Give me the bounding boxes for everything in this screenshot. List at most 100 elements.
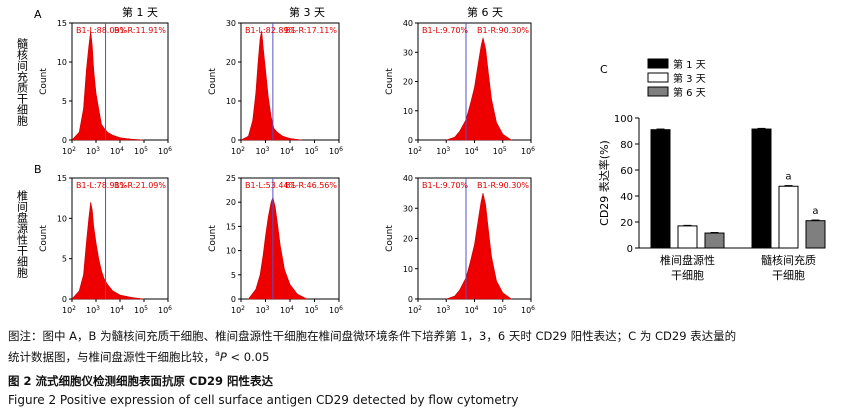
x-tick-label: 104 [464,305,478,315]
bar [650,129,671,249]
legend-swatch [647,72,669,83]
x-tick-label: 104 [110,305,124,315]
y-tick-label: 0 [408,136,413,145]
y-axis-label: Count [208,68,218,95]
x-tick-label: 102 [408,146,422,156]
x-tick-label: 103 [255,305,269,315]
x-tick-exponent: 3 [96,146,100,153]
x-tick-exponent: 3 [446,305,450,312]
gate-label-left: B1-L:9.70% [422,26,468,35]
x-tick-exponent: 2 [72,305,76,312]
figure-note: 图注：图中 A，B 为髓核间充质干细胞、椎间盘源性干细胞在椎间盘微环境条件下培养… [8,328,838,366]
legend-swatch [647,86,669,97]
x-tick-exponent: 5 [503,146,507,153]
x-tick-exponent: 2 [241,305,245,312]
y-tick-label: 0 [62,136,67,145]
bar [704,232,725,249]
panel-label-b: B [34,163,42,176]
legend-label: 第 3 天 [673,72,706,85]
histogram-panel: B1-L:78.91%B1-R:21.09% 0 5 10 15 102 103 104 105… [39,174,172,315]
y-axis-label: CD29 表达率(%) [597,140,611,226]
bar-chart-c: 0 20 40 60 80 100 CD29 表达率(%) a a 椎间盘源性干细胞 髓核间充质干细… [597,58,826,282]
gate-label-left: B1-L:78.91% [76,181,128,190]
x-tick-exponent: 4 [290,305,294,312]
x-tick-label: 104 [464,146,478,156]
x-tick-label: 102 [62,146,76,156]
figure-title-cn: 图 2 流式细胞仪检测细胞表面抗原 CD29 阳性表达 [8,374,274,388]
x-tick-exponent: 5 [144,305,148,312]
histogram-fill [247,196,308,300]
y-tick-label: 20 [403,235,413,244]
y-tick-label: 10 [57,214,67,223]
figure-note-line1: 图注：图中 A，B 为髓核间充质干细胞、椎间盘源性干细胞在椎间盘微环境条件下培养… [8,329,737,343]
figure-title-en: Figure 2 Positive expression of cell sur… [8,393,519,407]
y-tick-label: 5 [231,271,236,280]
bar [805,220,826,249]
x-tick-exponent: 6 [531,305,535,312]
y-axis-label: Count [385,225,395,252]
bar [751,128,772,249]
gate-label-left: B1-L:88.09% [76,26,128,35]
x-tick-label: 106 [521,146,535,156]
x-tick-exponent: 4 [290,146,294,153]
x-tick-exponent: 3 [96,305,100,312]
x-tick-label: 102 [62,305,76,315]
histogram-panel: B1-L:82.89%B1-R:17.11% 0 10 20 30 102 103 104 10… [208,19,343,156]
y-tick-label: 0 [408,295,413,304]
category-label: 髓核间充质 [761,253,816,267]
x-tick-exponent: 4 [120,146,124,153]
y-tick-label: 25 [226,174,236,183]
x-tick-label: 104 [110,146,124,156]
x-tick-exponent: 6 [339,146,343,153]
row-label-nucleus-pulposus-msc: 髓核间充质干细胞 [16,38,29,127]
y-tick-label: 20 [226,58,236,67]
histogram-fill [446,193,513,300]
category-label: 椎间盘源性 [660,253,715,267]
y-tick-label: 15 [57,174,67,183]
panel-label-c: C [600,63,608,76]
x-tick-label: 105 [304,305,318,315]
x-tick-label: 102 [231,305,245,315]
y-tick-label: 80 [620,140,633,151]
figure-note-line2: 统计数据图，与椎间盘源性干细胞比较，aP < 0.05 [8,345,838,366]
y-tick-label: 60 [620,166,633,177]
gate-label-left: B1-L:53.44% [245,181,297,190]
histogram-panel: B1-L:9.70% B1-R:90.30% 0 10 20 30 40 102 103 104 1… [385,19,535,156]
x-tick-exponent: 5 [144,146,148,153]
y-tick-label: 30 [403,204,413,213]
x-tick-label: 106 [521,305,535,315]
gate-label-right: B1-R:17.11% [285,26,337,35]
y-tick-label: 10 [226,97,236,106]
column-header-day1: 第 1 天 [122,5,158,19]
column-header-day3: 第 3 天 [289,5,325,19]
y-tick-label: 15 [57,19,67,28]
gate-label-right: B1-R:90.30% [477,26,529,35]
x-tick-label: 102 [231,146,245,156]
gate-label-left: B1-L:9.70% [422,181,468,190]
x-tick-label: 103 [436,146,450,156]
x-tick-exponent: 4 [475,146,479,153]
histogram-panel: B1-L:9.70% B1-R:90.30% 0 10 20 30 40 102 103 104 1… [385,174,535,315]
y-tick-label: 5 [62,255,67,264]
p-threshold: < 0.05 [226,349,270,364]
x-tick-exponent: 6 [168,305,172,312]
x-tick-label: 102 [408,305,422,315]
x-tick-exponent: 5 [315,305,319,312]
x-tick-exponent: 5 [315,146,319,153]
x-tick-label: 105 [304,146,318,156]
y-tick-label: 30 [403,48,413,57]
significance-superscript: a [215,349,220,358]
x-tick-label: 103 [86,146,100,156]
category-label: 干细胞 [772,269,805,282]
x-tick-exponent: 5 [503,305,507,312]
legend-label: 第 6 天 [673,86,706,99]
p-symbol: P [219,349,227,364]
x-tick-exponent: 4 [120,305,124,312]
x-tick-label: 106 [158,305,172,315]
significance-mark: a [812,206,818,217]
row-label-disc-derived-sc: 椎间盘源性干细胞 [16,189,29,279]
legend-label: 第 1 天 [673,58,706,71]
y-tick-label: 10 [403,107,413,116]
